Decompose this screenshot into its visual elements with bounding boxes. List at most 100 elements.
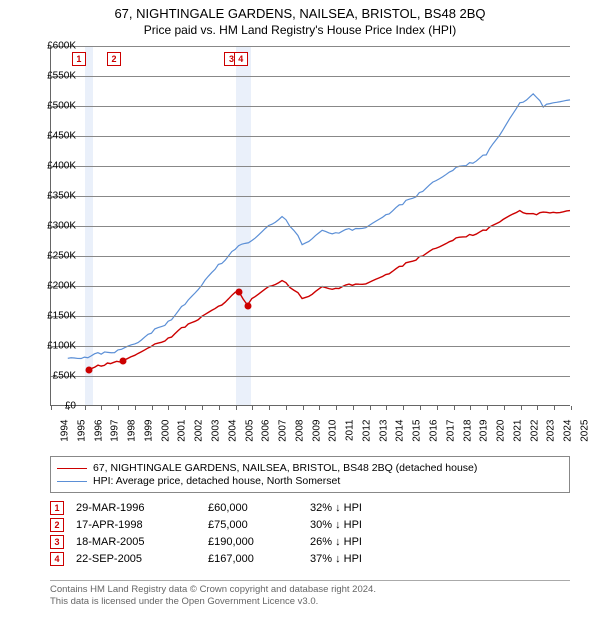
footer-line: Contains HM Land Registry data © Crown c… (50, 584, 570, 596)
attribution-footer: Contains HM Land Registry data © Crown c… (50, 580, 570, 609)
legend-swatch-hpi (57, 481, 87, 482)
x-axis-label: 1996 (93, 420, 104, 450)
x-axis-label: 2016 (429, 420, 440, 450)
x-axis-label: 2014 (395, 420, 406, 450)
y-axis-label: £250K (31, 251, 76, 262)
gridline (51, 376, 570, 377)
marker-box: 4 (50, 552, 64, 566)
x-axis-label: 2005 (244, 420, 255, 450)
x-tick (437, 406, 438, 410)
gridline (51, 316, 570, 317)
x-tick (386, 406, 387, 410)
x-tick (336, 406, 337, 410)
legend-label: HPI: Average price, detached house, Nort… (93, 475, 340, 487)
gridline (51, 76, 570, 77)
x-axis-label: 2017 (445, 420, 456, 450)
y-axis-label: £100K (31, 341, 76, 352)
sale-date: 29-MAR-1996 (76, 502, 196, 514)
sale-date: 18-MAR-2005 (76, 536, 196, 548)
gridline (51, 106, 570, 107)
x-tick (135, 406, 136, 410)
y-axis-label: £550K (31, 71, 76, 82)
x-tick (403, 406, 404, 410)
x-axis-label: 2022 (529, 420, 540, 450)
x-tick (454, 406, 455, 410)
y-axis-label: £400K (31, 161, 76, 172)
gridline (51, 196, 570, 197)
y-axis-label: £150K (31, 311, 76, 322)
x-tick (554, 406, 555, 410)
sales-row: 217-APR-1998£75,00030% ↓ HPI (50, 518, 570, 532)
y-axis-label: £300K (31, 221, 76, 232)
x-axis-label: 2021 (512, 420, 523, 450)
plot-area: 1234 (50, 46, 570, 406)
gridline (51, 46, 570, 47)
x-axis-label: 2018 (462, 420, 473, 450)
x-axis-label: 2023 (546, 420, 557, 450)
x-tick (252, 406, 253, 410)
y-axis-label: £200K (31, 281, 76, 292)
x-tick (487, 406, 488, 410)
x-tick (353, 406, 354, 410)
x-axis-label: 2006 (261, 420, 272, 450)
legend-swatch-property (57, 468, 87, 469)
x-tick (118, 406, 119, 410)
x-axis-label: 1998 (127, 420, 138, 450)
x-tick (185, 406, 186, 410)
x-axis-label: 2010 (328, 420, 339, 450)
sale-vs-hpi: 37% ↓ HPI (310, 553, 410, 565)
sale-point (85, 367, 92, 374)
sales-row: 4 22-SEP-2005 £167,000 37% ↓ HPI (50, 552, 570, 566)
x-tick (420, 406, 421, 410)
sale-price: £167,000 (208, 553, 298, 565)
y-axis-label: £0 (31, 401, 76, 412)
sale-price: £60,000 (208, 502, 298, 514)
x-tick (236, 406, 237, 410)
x-tick (370, 406, 371, 410)
x-tick (504, 406, 505, 410)
legend-row: HPI: Average price, detached house, Nort… (57, 475, 563, 487)
title-block: 67, NIGHTINGALE GARDENS, NAILSEA, BRISTO… (0, 0, 600, 37)
x-axis-label: 2009 (311, 420, 322, 450)
y-axis-label: £450K (31, 131, 76, 142)
gridline (51, 226, 570, 227)
gridline (51, 286, 570, 287)
sale-date: 17-APR-1998 (76, 519, 196, 531)
marker-box: 3 (50, 535, 64, 549)
legend-row: 67, NIGHTINGALE GARDENS, NAILSEA, BRISTO… (57, 462, 563, 474)
x-tick (269, 406, 270, 410)
gridline (51, 256, 570, 257)
x-tick (319, 406, 320, 410)
marker-box: 1 (72, 52, 86, 66)
x-axis-label: 2013 (378, 420, 389, 450)
x-axis-label: 2002 (194, 420, 205, 450)
x-axis-label: 1997 (110, 420, 121, 450)
gridline (51, 136, 570, 137)
x-axis-label: 1995 (76, 420, 87, 450)
x-tick (537, 406, 538, 410)
x-axis-label: 2007 (278, 420, 289, 450)
gridline (51, 166, 570, 167)
sale-price: £75,000 (208, 519, 298, 531)
sale-vs-hpi: 32% ↓ HPI (310, 502, 410, 514)
x-tick (303, 406, 304, 410)
marker-box: 1 (50, 501, 64, 515)
x-axis-label: 2008 (294, 420, 305, 450)
y-axis-label: £500K (31, 101, 76, 112)
x-axis-label: 2019 (479, 420, 490, 450)
x-tick (152, 406, 153, 410)
sale-point (119, 358, 126, 365)
x-tick (571, 406, 572, 410)
x-axis-label: 2012 (361, 420, 372, 450)
gridline (51, 346, 570, 347)
sale-point (236, 289, 243, 296)
sale-point (244, 302, 251, 309)
marker-box: 2 (50, 518, 64, 532)
x-axis-label: 2001 (177, 420, 188, 450)
x-tick (521, 406, 522, 410)
x-axis-label: 2000 (160, 420, 171, 450)
sale-vs-hpi: 26% ↓ HPI (310, 536, 410, 548)
sale-date: 22-SEP-2005 (76, 553, 196, 565)
chart-subtitle: Price paid vs. HM Land Registry's House … (0, 23, 600, 37)
x-axis-label: 2020 (496, 420, 507, 450)
